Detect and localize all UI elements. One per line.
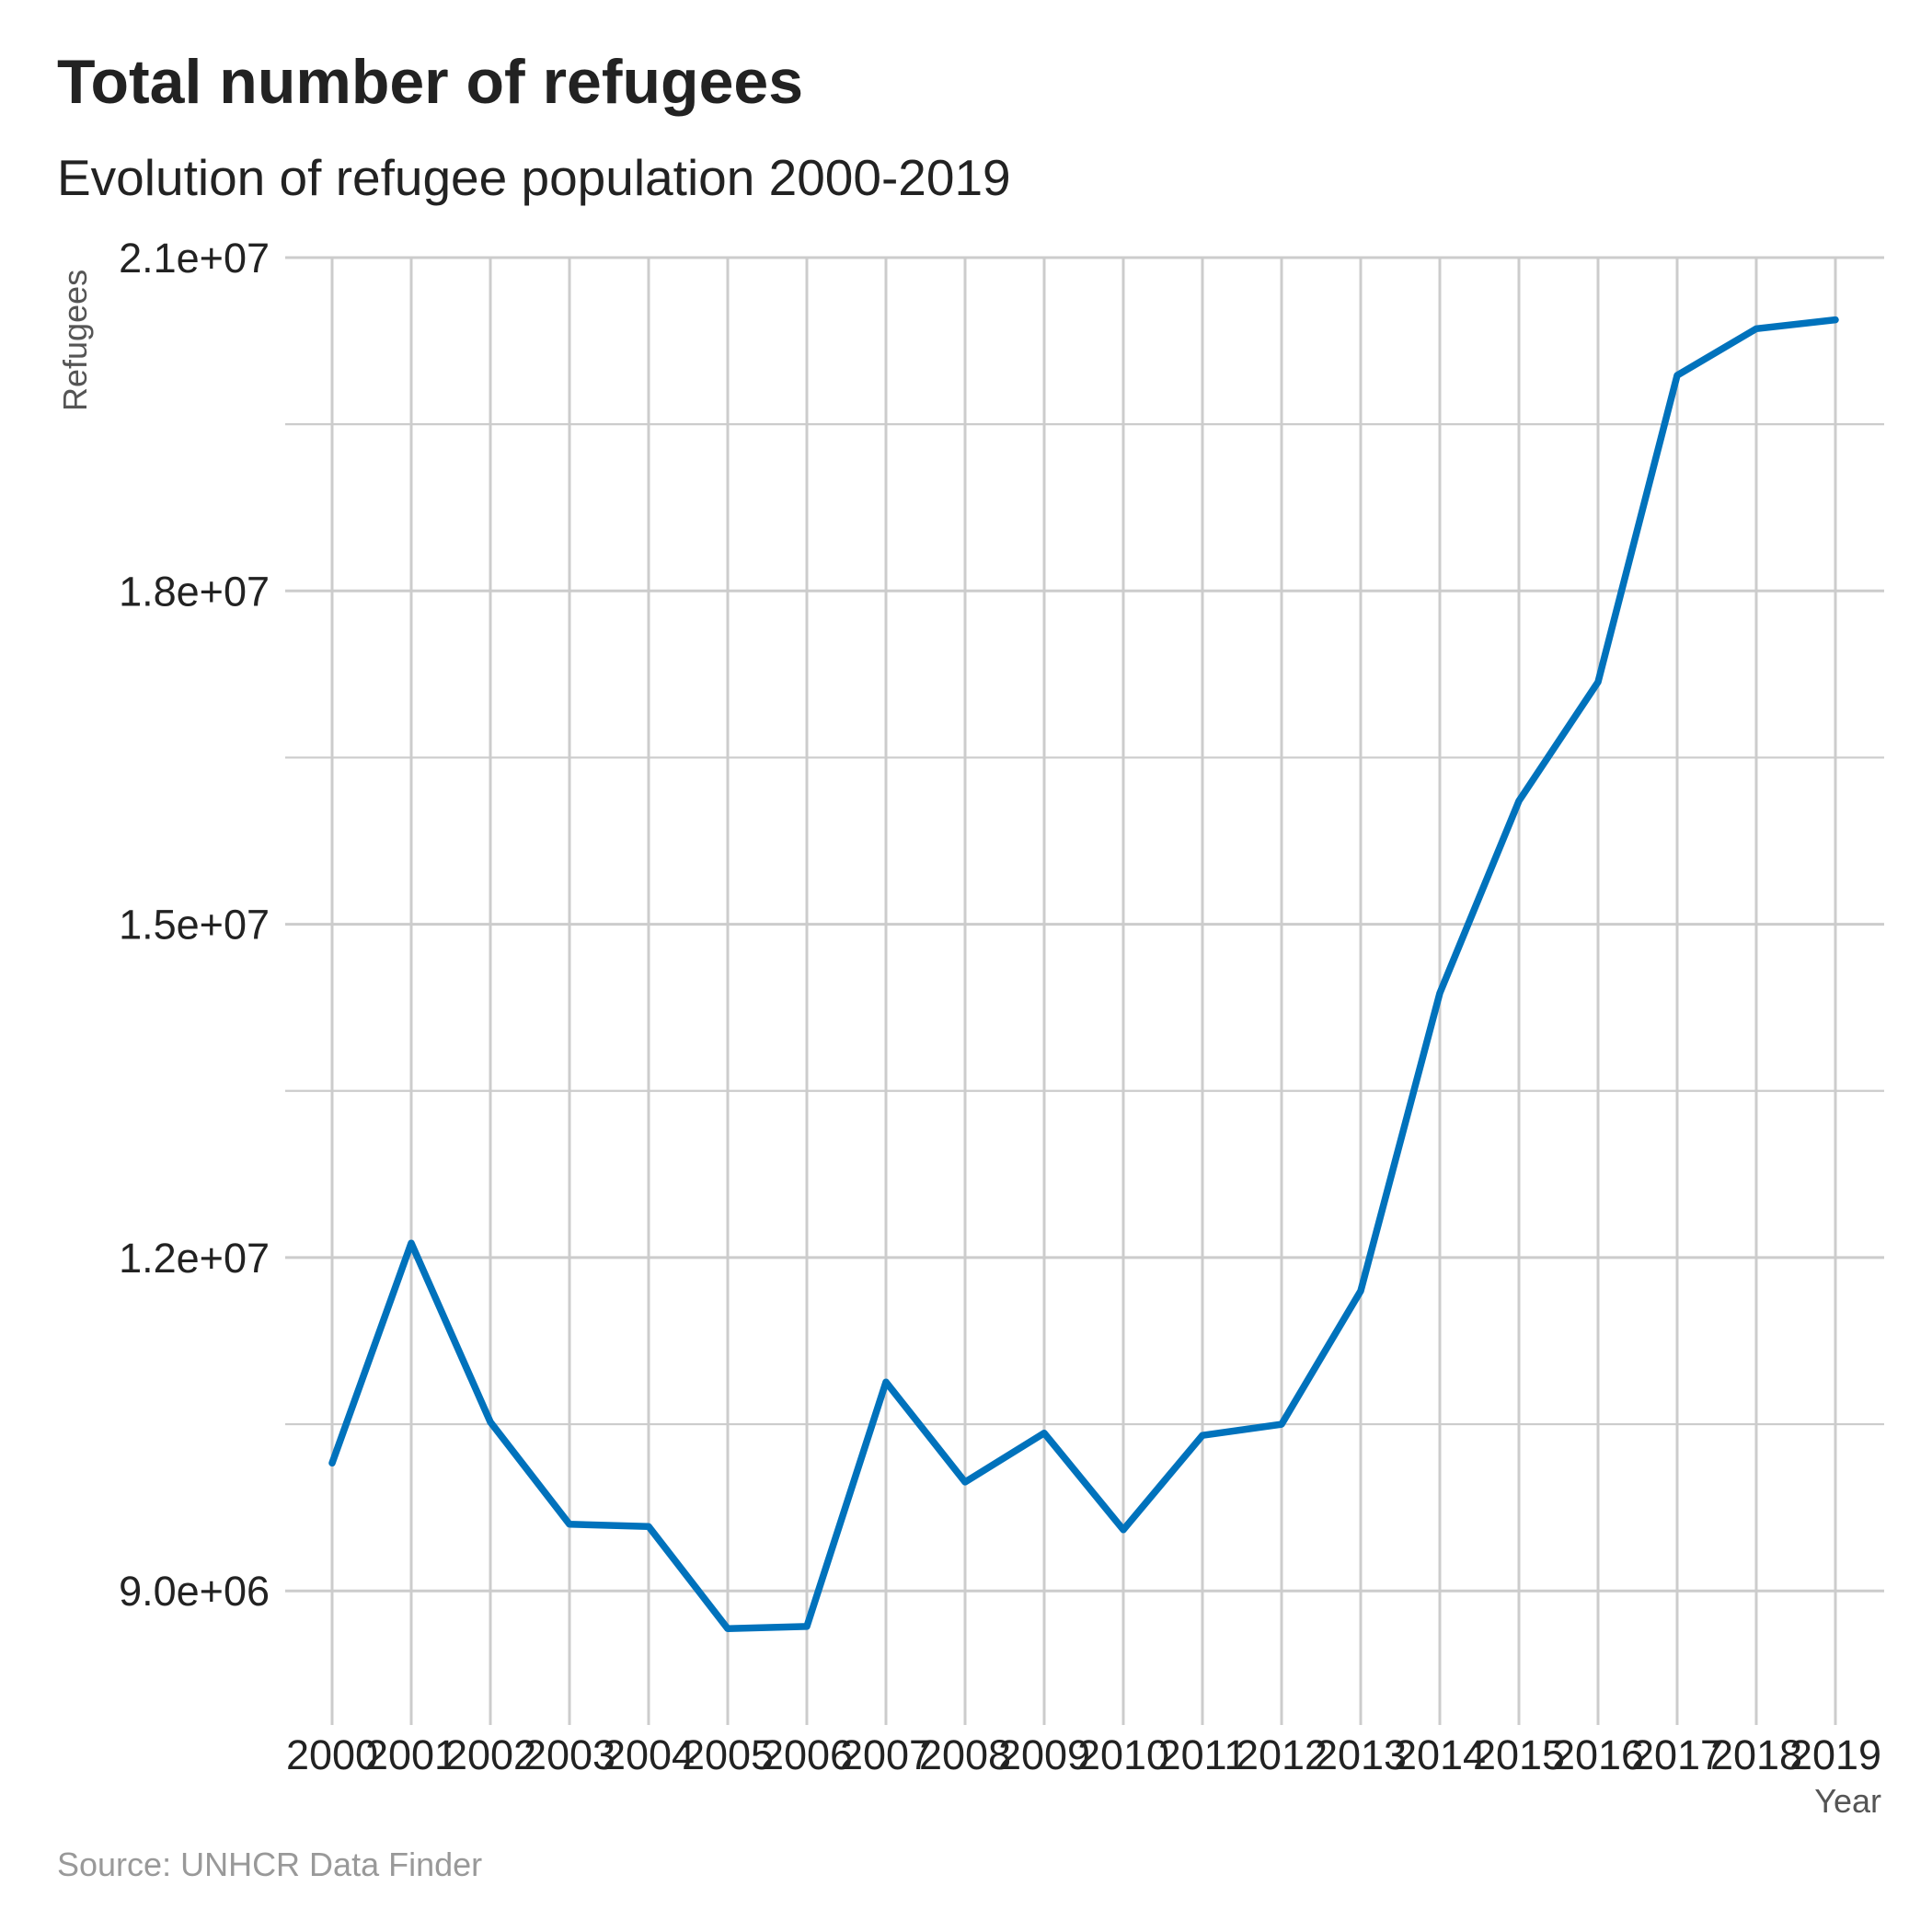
- y-axis-tick-labels: 9.0e+06 1.2e+07 1.5e+07 1.8e+07 2.1e+07: [119, 235, 270, 1615]
- x-tick-label: 2002: [444, 1731, 536, 1778]
- x-tick-label: 2010: [1077, 1731, 1169, 1778]
- source-caption: Source: UNHCR Data Finder: [57, 1846, 482, 1883]
- x-tick-label: 2015: [1473, 1731, 1565, 1778]
- y-tick-label: 2.1e+07: [119, 235, 270, 282]
- x-tick-label: 2013: [1315, 1731, 1407, 1778]
- x-tick-label: 2000: [286, 1731, 378, 1778]
- y-axis-title: Refugees: [56, 270, 94, 411]
- x-tick-label: 2006: [761, 1731, 853, 1778]
- chart-subtitle: Evolution of refugee population 2000-201…: [57, 149, 1011, 206]
- x-axis-tick-labels: 2000200120022003200420052006200720082009…: [286, 1731, 1881, 1778]
- y-tick-label: 9.0e+06: [119, 1568, 270, 1615]
- y-tick-label: 1.8e+07: [119, 568, 270, 615]
- x-tick-label: 2005: [682, 1731, 774, 1778]
- series-line: [328, 316, 1839, 1633]
- x-tick-label: 2009: [998, 1731, 1090, 1778]
- x-tick-label: 2001: [365, 1731, 457, 1778]
- x-tick-label: 2017: [1631, 1731, 1723, 1778]
- x-tick-label: 2004: [603, 1731, 695, 1778]
- x-axis-title: Year: [1814, 1782, 1881, 1820]
- x-tick-label: 2018: [1710, 1731, 1802, 1778]
- x-tick-label: 2019: [1789, 1731, 1881, 1778]
- series-layer: [328, 316, 1839, 1633]
- chart-title: Total number of refugees: [57, 47, 803, 117]
- x-tick-label: 2011: [1158, 1731, 1248, 1778]
- x-tick-label: 2016: [1552, 1731, 1644, 1778]
- y-tick-label: 1.5e+07: [119, 902, 270, 949]
- x-tick-label: 2003: [523, 1731, 615, 1778]
- x-tick-label: 2008: [919, 1731, 1011, 1778]
- grid: [285, 256, 1884, 1725]
- x-tick-label: 2007: [840, 1731, 932, 1778]
- x-tick-label: 2012: [1236, 1731, 1328, 1778]
- y-tick-label: 1.2e+07: [119, 1235, 270, 1282]
- x-tick-label: 2014: [1394, 1731, 1486, 1778]
